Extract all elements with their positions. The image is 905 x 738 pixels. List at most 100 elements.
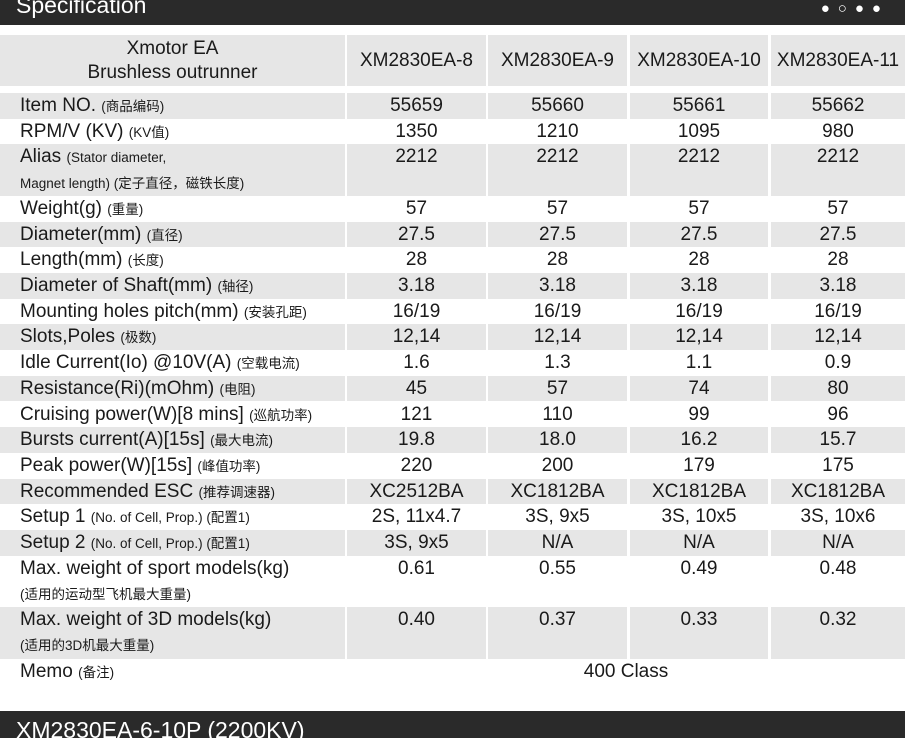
- row-value: 16/19: [630, 298, 768, 325]
- row-label-note: (极数): [120, 330, 157, 346]
- row-value: 2S, 11x4.7: [347, 504, 486, 530]
- row-value: 80: [771, 375, 905, 402]
- row-label-line: RPM/V (KV) (KV值): [20, 119, 345, 145]
- row-label: Max. weight of 3D models(kg) (适用的3D机最大重量): [0, 607, 345, 659]
- row-value: 3S, 9x5: [347, 530, 486, 556]
- row-label-line: Weight(g) (重量): [20, 196, 345, 222]
- row-label: Setup 1 (No. of Cell, Prop.) (配置1): [0, 504, 345, 530]
- row-value: XC1812BA: [771, 478, 905, 505]
- row-label: Recommended ESC (推荐调速器): [0, 478, 345, 505]
- row-label-text: Diameter(mm): [20, 223, 142, 245]
- row-value: 16/19: [488, 298, 627, 325]
- row-value: 12,14: [347, 324, 486, 351]
- row-value: 55661: [630, 93, 768, 119]
- row-label-note: (巡航功率): [249, 407, 313, 423]
- row-label: Weight(g) (重量): [0, 195, 345, 222]
- row-value: 3.18: [771, 273, 905, 299]
- row-label-note: (备注): [78, 664, 115, 680]
- row-value: 27.5: [630, 221, 768, 248]
- row-label-note: (电阻): [219, 381, 256, 397]
- row-value: 400 Class: [347, 658, 905, 685]
- row-label-note: (No. of Cell, Prop.) (配置1): [90, 536, 250, 551]
- row-label-text: Alias: [20, 146, 62, 168]
- slide-dots[interactable]: ●○●●: [820, 0, 889, 17]
- row-value: 57: [630, 195, 768, 222]
- row-value: 0.9: [771, 350, 905, 376]
- row-value: 3S, 10x6: [771, 504, 905, 530]
- row-value: 57: [771, 195, 905, 222]
- row-value: XC2512BA: [347, 478, 486, 505]
- row-label-note: (No. of Cell, Prop.) (配置1): [90, 510, 250, 526]
- row-label-text: Memo: [20, 660, 73, 682]
- row-value: N/A: [771, 530, 905, 556]
- row-label-text: Bursts current(A)[15s]: [20, 429, 205, 451]
- row-label-text: Peak power(W)[15s]: [20, 454, 193, 476]
- row-label-note: (最大电流): [210, 433, 274, 449]
- row-label-note: (轴径): [217, 279, 254, 294]
- row-label-text: Mounting holes pitch(mm): [20, 300, 239, 322]
- row-label-text: Max. weight of sport models(kg): [20, 557, 290, 579]
- row-label-note: (KV值): [128, 124, 170, 140]
- top-bar: Specification ●○●●: [0, 0, 905, 25]
- row-label: Resistance(Ri)(mOhm) (电阻): [0, 375, 345, 402]
- row-label-line: Peak power(W)[15s] (峰值功率): [20, 453, 345, 479]
- row-value: N/A: [488, 530, 627, 556]
- column-header: XM2830EA-9: [488, 35, 627, 86]
- row-value: 0.32: [771, 607, 905, 659]
- row-value: 28: [771, 247, 905, 273]
- row-label-note: (空载电流): [236, 356, 300, 372]
- column-header: XM2830EA-10: [630, 35, 768, 86]
- row-value: 3S, 9x5: [488, 504, 627, 530]
- row-value: 1.3: [488, 350, 627, 376]
- row-label-note: (适用的3D机最大重量): [20, 638, 155, 654]
- section-title: Specification: [16, 0, 147, 18]
- row-label-text: Item NO.: [20, 95, 97, 116]
- row-value: 28: [488, 247, 627, 273]
- bottom-bar: XM2830EA-6-10P (2200KV): [0, 711, 905, 738]
- row-label-line: Setup 2 (No. of Cell, Prop.) (配置1): [20, 530, 345, 556]
- row-label: Max. weight of sport models(kg) (适用的运动型飞机…: [0, 555, 345, 608]
- row-value: 179: [630, 452, 768, 479]
- row-value: 12,14: [488, 324, 627, 351]
- corner-line: Xmotor EA: [126, 37, 219, 59]
- row-value: 55659: [347, 93, 486, 119]
- row-value: 3.18: [630, 273, 768, 299]
- row-value: 200: [488, 452, 627, 479]
- row-value: 16/19: [347, 298, 486, 325]
- row-label-text: Slots,Poles: [20, 326, 116, 348]
- row-value: 74: [630, 375, 768, 402]
- row-value: 57: [488, 195, 627, 222]
- row-value: 1.1: [630, 350, 768, 376]
- row-label-line: Idle Current(Io) @10V(A) (空载电流): [20, 350, 345, 376]
- row-label: Alias (Stator diameter, Magnet length) (定…: [0, 144, 345, 196]
- column-header: XM2830EA-11: [771, 35, 905, 86]
- row-value: 12,14: [630, 324, 768, 351]
- row-label-text: Idle Current(Io) @10V(A): [20, 352, 232, 374]
- row-label-line: Alias (Stator diameter,: [20, 144, 345, 170]
- row-value: 0.40: [347, 607, 486, 659]
- row-value: 27.5: [771, 221, 905, 248]
- row-label-line: Item NO. (商品编码): [20, 93, 345, 119]
- row-label-line: (适用的运动型飞机最大重量): [20, 581, 345, 608]
- row-label: Idle Current(Io) @10V(A) (空载电流): [0, 350, 345, 376]
- row-value: 18.0: [488, 427, 627, 453]
- row-value: XC1812BA: [630, 478, 768, 505]
- row-label: RPM/V (KV) (KV值): [0, 118, 345, 145]
- row-value: 2212: [630, 144, 768, 196]
- row-value: 980: [771, 118, 905, 145]
- row-label-text: RPM/V (KV): [20, 120, 124, 142]
- row-label-line: Max. weight of sport models(kg): [20, 556, 345, 581]
- row-label: Bursts current(A)[15s] (最大电流): [0, 427, 345, 453]
- row-label: Item NO. (商品编码): [0, 93, 345, 119]
- row-value: 16.2: [630, 427, 768, 453]
- row-value: 55662: [771, 93, 905, 119]
- row-value: 3S, 10x5: [630, 504, 768, 530]
- row-value: 1.6: [347, 350, 486, 376]
- row-value: 96: [771, 401, 905, 428]
- row-label: Peak power(W)[15s] (峰值功率): [0, 452, 345, 479]
- row-value: 2212: [488, 144, 627, 196]
- row-value: 28: [347, 247, 486, 273]
- row-value: 220: [347, 452, 486, 479]
- row-label-line: Memo (备注): [20, 659, 345, 685]
